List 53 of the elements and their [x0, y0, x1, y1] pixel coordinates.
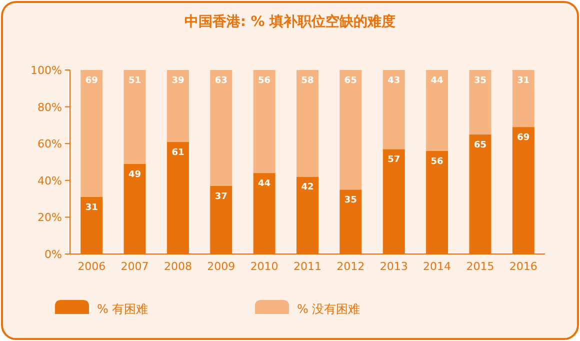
bar [469, 70, 492, 134]
bar [210, 70, 232, 186]
y-tick-label: 0% [44, 248, 62, 261]
y-tick-label: 80% [38, 100, 62, 114]
chart-title: 中国香港: % 填补职位空缺的难度 [184, 13, 396, 30]
legend-label: % 有困难 [97, 302, 148, 316]
bar [426, 70, 448, 151]
data-label: 63 [214, 76, 228, 86]
bar [382, 70, 405, 150]
x-tick-label: 2006 [78, 260, 106, 273]
y-tick-label: 60% [38, 138, 62, 151]
data-label: 58 [301, 76, 314, 86]
data-label: 65 [344, 76, 357, 86]
data-label: 35 [344, 196, 357, 206]
data-label: 61 [172, 148, 184, 158]
data-label: 69 [85, 76, 98, 86]
data-label: 42 [301, 182, 314, 193]
data-label: 69 [517, 133, 530, 144]
x-tick-label: 2014 [423, 260, 452, 273]
bar [296, 70, 318, 177]
data-label: 43 [388, 76, 400, 86]
data-label: 65 [474, 140, 486, 150]
data-label: 35 [474, 76, 486, 86]
bar [340, 70, 362, 190]
bar [80, 70, 103, 197]
bar [253, 70, 276, 174]
data-label: 56 [430, 156, 444, 167]
data-label: 44 [258, 179, 271, 190]
x-tick-label: 2009 [207, 260, 236, 273]
data-label: 57 [388, 155, 400, 166]
data-label: 56 [258, 76, 271, 86]
bar [124, 70, 146, 164]
bar [166, 70, 189, 142]
x-tick-label: 2007 [120, 260, 149, 273]
data-label: 49 [128, 170, 142, 180]
x-tick-label: 2012 [336, 260, 365, 273]
y-tick-label: 100% [30, 64, 62, 77]
x-tick-label: 2010 [250, 260, 278, 273]
data-label: 44 [430, 76, 444, 86]
data-label: 31 [517, 76, 530, 86]
x-tick-label: 2015 [466, 260, 494, 273]
x-tick-label: 2008 [164, 260, 192, 273]
legend-label: % 没有困难 [297, 302, 360, 316]
y-tick-label: 20% [38, 211, 62, 224]
data-label: 51 [128, 76, 142, 86]
data-label: 39 [172, 76, 184, 86]
x-tick-label: 2016 [509, 260, 538, 273]
data-label: 31 [85, 202, 98, 213]
y-tick-label: 40% [38, 174, 62, 188]
x-tick-label: 2013 [380, 260, 408, 273]
bar [512, 70, 534, 128]
x-tick-label: 2011 [294, 260, 322, 273]
data-label: 37 [214, 192, 228, 202]
